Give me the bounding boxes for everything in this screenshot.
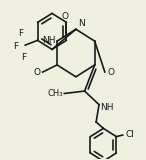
Text: NH: NH (100, 103, 114, 112)
Text: F: F (13, 42, 18, 51)
Text: O: O (62, 12, 69, 20)
Text: NH: NH (42, 36, 55, 45)
Text: N: N (78, 19, 84, 28)
Text: F: F (21, 53, 26, 62)
Text: O: O (108, 68, 115, 77)
Text: CH₃: CH₃ (47, 89, 63, 98)
Text: Cl: Cl (125, 130, 134, 139)
Text: F: F (18, 29, 24, 38)
Text: O: O (33, 68, 40, 77)
